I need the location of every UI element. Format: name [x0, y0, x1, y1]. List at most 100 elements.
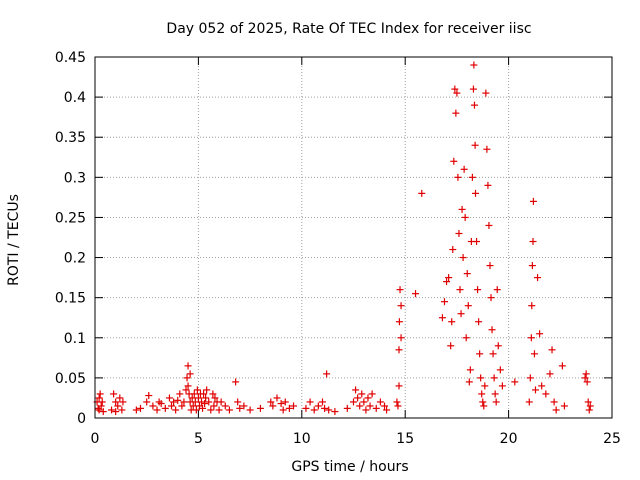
data-point: [492, 398, 500, 406]
data-point: [463, 270, 471, 278]
y-tick-label: 0.05: [55, 371, 86, 387]
data-point: [331, 408, 339, 416]
data-point: [203, 386, 211, 394]
data-point: [210, 402, 218, 410]
data-point: [531, 386, 539, 394]
data-point: [273, 394, 281, 402]
data-point: [207, 406, 215, 414]
data-point: [560, 402, 568, 410]
data-point: [176, 390, 184, 398]
data-point: [161, 404, 169, 412]
data-point: [199, 404, 207, 412]
x-tick-label: 20: [500, 431, 518, 447]
data-point: [528, 262, 536, 270]
data-point: [470, 101, 478, 109]
data-point: [469, 85, 477, 93]
data-point: [149, 402, 157, 410]
data-point: [358, 390, 366, 398]
data-point: [191, 398, 199, 406]
data-point: [189, 402, 197, 410]
data-point: [321, 404, 329, 412]
data-point: [558, 362, 566, 370]
data-point: [366, 402, 374, 410]
y-axis-label: ROTI / TECUs: [6, 194, 22, 286]
data-point: [451, 85, 459, 93]
data-point: [215, 406, 223, 414]
data-point: [157, 400, 165, 408]
data-point: [581, 374, 589, 382]
data-point: [395, 346, 403, 354]
data-point: [491, 390, 499, 398]
data-point: [529, 238, 537, 246]
data-point: [200, 390, 208, 398]
data-point: [217, 398, 225, 406]
data-point: [356, 402, 364, 410]
data-point: [470, 61, 478, 69]
data-point: [480, 402, 488, 410]
data-point: [202, 394, 210, 402]
data-point: [314, 402, 322, 410]
data-point: [477, 374, 485, 382]
axis-tick-labels: 0 0.05 0.1 0.15 0.2 0.25 0.3 0.35 0.4 0.45 0 5 10 15 2…: [55, 50, 621, 447]
data-point: [459, 254, 467, 262]
x-tick-label: 10: [293, 431, 311, 447]
data-point: [277, 400, 285, 408]
data-point: [529, 197, 537, 205]
data-point: [180, 398, 188, 406]
data-point: [418, 189, 426, 197]
data-point: [256, 404, 264, 412]
data-point: [585, 406, 593, 414]
data-point: [443, 278, 451, 286]
data-point: [447, 342, 455, 350]
data-point: [343, 404, 351, 412]
data-point: [114, 402, 122, 410]
data-point: [184, 362, 192, 370]
data-point: [468, 173, 476, 181]
data-point: [552, 406, 560, 414]
y-tick-label: 0.3: [64, 170, 86, 186]
data-point: [221, 402, 229, 410]
data-point: [486, 262, 494, 270]
data-point: [269, 402, 277, 410]
data-point: [448, 318, 456, 326]
data-point: [393, 398, 401, 406]
data-point: [306, 398, 314, 406]
data-point: [527, 334, 535, 342]
data-point: [461, 213, 469, 221]
data-point: [360, 398, 368, 406]
data-point: [170, 398, 178, 406]
y-tick-label: 0.1: [64, 331, 86, 347]
data-point: [96, 390, 104, 398]
data-point: [466, 366, 474, 374]
data-point: [362, 406, 370, 414]
x-axis-label: GPS time / hours: [291, 459, 408, 475]
data-point: [364, 394, 372, 402]
data-point: [462, 334, 470, 342]
data-point: [381, 402, 389, 410]
data-point: [489, 350, 497, 358]
data-point: [548, 346, 556, 354]
data-point: [494, 342, 502, 350]
data-point: [182, 386, 190, 394]
data-point: [132, 406, 140, 414]
data-point: [412, 290, 420, 298]
data-point: [583, 378, 591, 386]
data-point: [190, 390, 198, 398]
data-point: [483, 145, 491, 153]
data-point: [232, 378, 240, 386]
data-point: [478, 390, 486, 398]
data-point: [118, 406, 126, 414]
data-point: [318, 398, 326, 406]
data-point: [192, 406, 200, 414]
data-point: [119, 398, 127, 406]
data-point: [95, 406, 103, 414]
data-point: [383, 406, 391, 414]
data-point: [475, 318, 483, 326]
y-tick-label: 0.4: [64, 90, 86, 106]
data-point: [94, 404, 102, 412]
data-point: [530, 350, 538, 358]
data-point: [584, 398, 592, 406]
data-point: [538, 382, 546, 390]
axis-ticks: [94, 56, 613, 419]
data-point: [445, 274, 453, 282]
